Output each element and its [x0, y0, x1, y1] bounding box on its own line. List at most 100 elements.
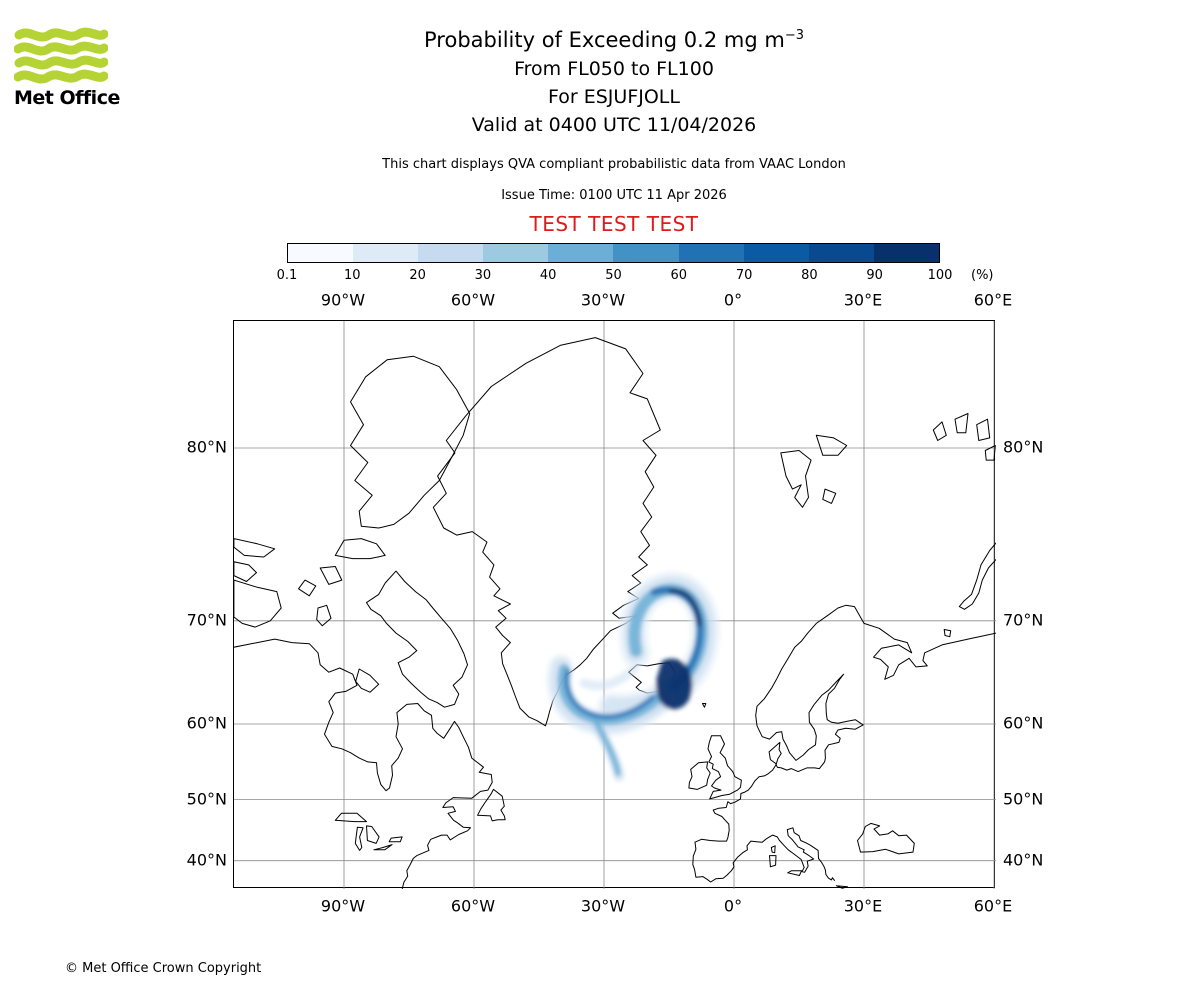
- axis-tick-label: 60°W: [450, 896, 496, 916]
- graticule-gridlines: [234, 321, 996, 889]
- axis-tick-label: 60°E: [973, 290, 1013, 310]
- colorbar-segment: [288, 244, 354, 262]
- axis-tick-label: 30°E: [843, 290, 883, 310]
- colorbar-segment: [418, 244, 484, 262]
- coastline-svalbard-edgeoya: [822, 488, 837, 504]
- axis-tick-label: 80°N: [186, 437, 227, 457]
- colorbar-tick-label: 90: [866, 268, 883, 283]
- colorbar-tick-label: 10: [344, 268, 361, 283]
- colorbar-tick-label: 20: [409, 268, 426, 283]
- coastlines: [234, 337, 996, 889]
- colorbar-tick-label: 100: [927, 268, 953, 283]
- chart-title-exponent: −3: [784, 28, 804, 43]
- coastline-canada-mainland: [234, 638, 493, 889]
- issue-time: Issue Time: 0100 UTC 11 Apr 2026: [501, 187, 727, 203]
- axis-tick-label: 90°W: [320, 896, 366, 916]
- axis-tick-label: 40°N: [186, 850, 227, 870]
- coastline-faroe: [701, 703, 707, 708]
- coastline-greenland: [432, 337, 661, 727]
- coastline-franz-josef-4: [984, 445, 996, 461]
- coastline-lake-michigan: [354, 826, 364, 851]
- test-banner: TEST TEST TEST: [529, 211, 699, 236]
- coastline-newfoundland: [477, 788, 506, 822]
- coastline-great-britain: [707, 735, 742, 800]
- plume-stroke: [656, 658, 693, 710]
- plume-stroke: [668, 588, 702, 627]
- ash-probability-plume: [546, 571, 721, 782]
- colorbar-segment: [678, 244, 744, 262]
- coastline-somerset-island: [319, 566, 343, 585]
- axis-tick-label: 60°N: [1003, 713, 1044, 733]
- axis-tick-label: 80°N: [1003, 437, 1044, 457]
- probability-colorbar: 0.1 10 20 30 40 50 60 70 80 90 100 (%): [277, 243, 994, 283]
- colorbar-tick-label: 30: [474, 268, 492, 283]
- title-block: Probability of Exceeding 0.2 mg m−3 From…: [154, 28, 1074, 236]
- coastline-svalbard-spitsbergen: [780, 450, 812, 508]
- subtitle-valid-time: Valid at 0400 UTC 11/04/2026: [471, 113, 757, 136]
- coastline-franz-josef-3: [976, 418, 991, 441]
- coastline-kolguev: [943, 629, 952, 638]
- axis-tick-label: 60°W: [450, 290, 496, 310]
- axis-tick-label: 90°W: [320, 290, 366, 310]
- coastline-boothia: [316, 604, 332, 627]
- colorbar-tick-labels: 0.1 10 20 30 40 50 60 70 80 90 100: [277, 268, 953, 284]
- coastline-lake-erie: [373, 844, 393, 851]
- map-frame: [233, 320, 996, 889]
- colorbar-segment: [808, 244, 874, 262]
- coastline-crete: [835, 885, 848, 889]
- chart-title-text: Probability of Exceeding 0.2 mg m: [424, 28, 785, 52]
- axis-tick-label: 0°: [723, 896, 743, 916]
- met-office-wordmark: Met Office: [14, 87, 120, 109]
- axis-tick-label: 50°N: [186, 789, 227, 809]
- colorbar-segment: [548, 244, 614, 262]
- colorbar-segment: [353, 244, 419, 262]
- coastline-novaya-zemlya: [958, 542, 996, 610]
- coastline-lake-superior: [334, 812, 367, 823]
- coastline-corsica: [770, 845, 776, 854]
- met-office-logo: Met Office: [14, 26, 126, 109]
- coastline-franz-josef-1: [932, 421, 947, 441]
- plume-stroke: [593, 719, 621, 776]
- colorbar-unit-label: (%): [971, 268, 994, 283]
- axis-tick-label: 30°W: [580, 290, 626, 310]
- subtitle-flight-levels: From FL050 to FL100: [514, 58, 714, 81]
- axis-tick-label: 60°N: [186, 713, 227, 733]
- axis-tick-label: 30°W: [580, 896, 626, 916]
- coastline-lake-huron: [366, 825, 380, 844]
- colorbar-tick-label: 80: [801, 268, 818, 283]
- plume-stroke: [579, 664, 639, 691]
- coastline-southampton: [355, 668, 380, 693]
- subtitle-volcano: For ESJUFJOLL: [548, 85, 680, 108]
- axis-tick-label: 40°N: [1003, 850, 1044, 870]
- coastline-banks-island: [234, 561, 257, 582]
- coastline-sicily: [787, 870, 803, 876]
- coastline-melville-island: [234, 538, 276, 558]
- plume-stroke: [564, 668, 656, 720]
- colorbar-segment: [873, 244, 939, 262]
- axis-tick-label: 70°N: [1003, 610, 1044, 630]
- axis-tick-label: 50°N: [1003, 789, 1044, 809]
- coastline-scandinavia-europe: [692, 604, 996, 883]
- coastline-devon: [334, 538, 386, 560]
- coastline-lake-ontario: [388, 836, 403, 843]
- qva-compliance-note: This chart displays QVA compliant probab…: [382, 156, 846, 172]
- colorbar-tick-label: 40: [539, 268, 557, 283]
- copyright-notice: © Met Office Crown Copyright: [65, 961, 262, 976]
- coastline-sardinia: [769, 855, 777, 868]
- coastline-svalbard-nordaustlandet: [815, 434, 848, 456]
- coastline-franz-josef-2: [954, 413, 969, 434]
- coastline-ireland: [688, 761, 711, 790]
- plume-stroke: [557, 664, 663, 726]
- coastline-baffin: [366, 570, 468, 708]
- coastline-ellesmere: [350, 355, 471, 529]
- colorbar-tick-label: 0.1: [276, 268, 298, 283]
- chart-title: Probability of Exceeding 0.2 mg m−3: [154, 28, 1074, 53]
- axis-tick-label: 60°E: [973, 896, 1013, 916]
- axis-tick-label: 70°N: [186, 610, 227, 630]
- axis-tick-label: 0°: [723, 290, 743, 310]
- met-office-waves-icon: [14, 27, 108, 84]
- colorbar-tick-label: 70: [735, 268, 753, 283]
- colorbar-segment: [483, 244, 549, 262]
- coastline-victoria-island: [234, 579, 282, 628]
